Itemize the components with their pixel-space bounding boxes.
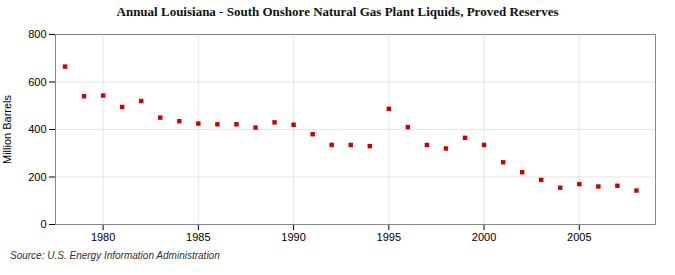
- svg-text:1985: 1985: [186, 231, 210, 243]
- svg-text:0: 0: [40, 218, 46, 230]
- svg-text:400: 400: [28, 123, 46, 135]
- svg-text:1990: 1990: [281, 231, 305, 243]
- html-text:Annual Louisiana - South Onsho: Annual Louisiana - South Onshore Natural…: [116, 4, 559, 19]
- svg-text:Million Barrels: Million Barrels: [1, 94, 13, 164]
- svg-text:2000: 2000: [472, 231, 496, 243]
- svg-text:1995: 1995: [377, 231, 401, 243]
- svg-text:800: 800: [28, 28, 46, 40]
- svg-text:200: 200: [28, 171, 46, 183]
- html-text:Source: U.S. Energy Informatio: Source: U.S. Energy Information Administ…: [10, 250, 220, 261]
- svg-text:600: 600: [28, 76, 46, 88]
- svg-text:1980: 1980: [91, 231, 115, 243]
- svg-text:2005: 2005: [567, 231, 591, 243]
